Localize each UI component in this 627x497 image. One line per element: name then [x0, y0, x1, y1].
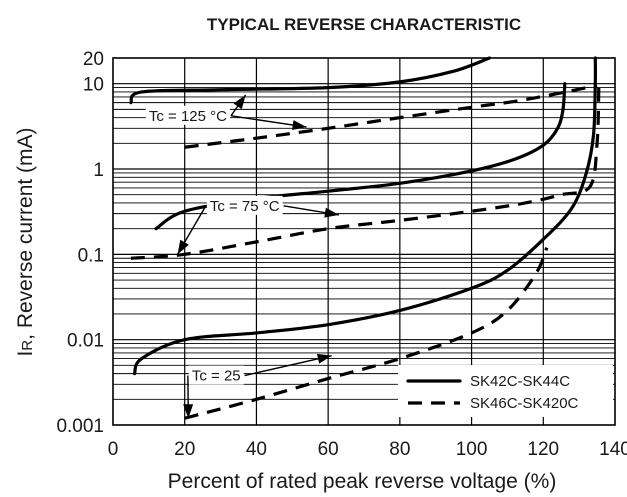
plot-annotations: Tc = 125 °C Tc = 75 °C Tc = 25	[145, 94, 340, 419]
x-tick-label: 20	[174, 439, 195, 460]
chart-title: TYPICAL REVERSE CHARACTERISTIC	[207, 15, 521, 34]
series-line-sk42c-sk44c-tc125	[129, 56, 492, 105]
legend-background	[398, 365, 613, 417]
annotation-arrow-icon	[183, 404, 194, 419]
series-line-sk42c-sk44c-tc25	[132, 56, 598, 376]
x-tick-label: 120	[527, 439, 559, 460]
annotation-arrow-icon	[324, 207, 339, 218]
annotation-arrow-icon	[177, 239, 189, 255]
y-tick-label: 20	[83, 49, 104, 70]
legend-label: SK42C-SK44C	[470, 373, 570, 390]
annotation-tc75: Tc = 75 °C	[210, 198, 280, 215]
annotation-bg-tc25	[188, 365, 244, 385]
legend: SK42C-SK44C SK46C-SK420C	[398, 365, 613, 417]
y-tick-label: 10	[83, 75, 104, 96]
x-tick-label: 140	[599, 439, 627, 460]
series-line-sk46c-sk420c-tc125	[184, 84, 598, 149]
series-line-sk46c-sk420c-tc75	[130, 83, 601, 260]
y-axis-label-rest: , Reverse current (mA)	[14, 127, 37, 339]
x-tick-label: 40	[246, 439, 267, 460]
series-line-sk46c-sk420c-tc25	[184, 246, 549, 420]
x-axis-label: Percent of rated peak reverse voltage (%…	[168, 470, 557, 493]
annotation-tc25: Tc = 25	[192, 368, 241, 385]
y-axis-label-sub: R	[19, 340, 36, 351]
y-axis-label-main: I	[14, 351, 37, 357]
x-tick-label: 100	[456, 439, 488, 460]
annotation-arrow-icon	[292, 120, 307, 130]
axis-ticks: 0 20 40 60 80 100 120 140 0.001 0.01 0.1 1 10 20	[56, 49, 627, 460]
annotation-arrow-icon	[233, 94, 246, 110]
x-tick-label: 60	[318, 439, 339, 460]
annotation-arrow-icon	[316, 353, 332, 364]
plot-curves	[129, 56, 601, 420]
plot-frame	[112, 57, 616, 426]
y-axis-label: IR, Reverse current (mA)	[14, 127, 37, 356]
y-tick-label: 0.1	[78, 245, 104, 266]
x-tick-label: 80	[389, 439, 410, 460]
plot-grid	[113, 58, 615, 425]
legend-label: SK46C-SK420C	[470, 395, 579, 412]
y-tick-label: 0.001	[56, 416, 104, 437]
y-tick-label: 1	[93, 160, 104, 181]
annotation-bg-tc125	[145, 105, 230, 125]
annotation-tc125: Tc = 125 °C	[149, 108, 227, 125]
x-tick-label: 0	[108, 439, 119, 460]
annotation-leader-tc25	[244, 354, 332, 377]
annotation-bg-tc75	[206, 195, 283, 215]
y-tick-label: 0.01	[67, 331, 104, 352]
